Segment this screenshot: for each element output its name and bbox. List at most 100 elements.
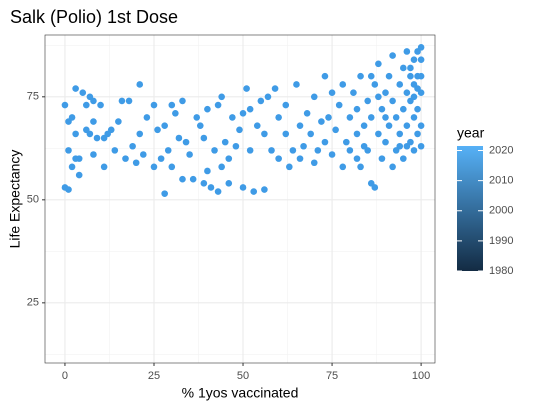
point [403,142,411,150]
point [382,114,389,121]
point [157,155,165,162]
point [90,97,97,105]
colorbar-label: 1980 [489,265,513,277]
point [371,81,379,88]
point [261,186,268,193]
point [357,72,364,80]
point [68,114,76,121]
point [410,114,418,121]
point [229,114,236,121]
point [225,180,233,187]
point [360,142,368,150]
point [303,109,311,117]
point [410,93,418,101]
point [307,130,314,138]
point [200,180,208,187]
point [136,81,144,88]
point [264,93,272,101]
point [389,163,396,171]
point [364,97,371,105]
point [389,97,396,105]
point [72,85,79,92]
point [414,85,421,92]
point [410,56,418,64]
point [293,81,300,88]
point [214,188,222,195]
point [414,130,421,138]
point [61,101,69,109]
point [335,101,343,109]
point [65,147,72,154]
point [115,118,122,125]
point [100,163,108,171]
point [221,138,229,146]
point [371,184,379,191]
point [168,101,176,109]
point [250,188,258,195]
point [300,142,307,150]
point [286,163,293,171]
point [125,97,133,105]
point [261,130,268,138]
point [164,147,172,154]
x-tick-label: 0 [62,370,68,382]
x-tick-label: 100 [412,370,430,382]
point [72,130,79,138]
point [246,147,254,154]
point [182,138,190,146]
point [268,147,275,154]
point [396,81,404,88]
point [236,126,243,134]
point [417,122,425,129]
point [417,56,425,64]
point [360,122,368,129]
point [214,101,222,109]
point [367,72,375,80]
point [310,159,318,167]
point [353,105,361,113]
point [289,147,297,154]
point [204,167,211,175]
point [107,126,115,134]
point [400,105,407,113]
point [275,114,282,121]
point [385,72,393,80]
point [400,64,407,72]
point [392,114,400,121]
y-axis-title: Life Expectancy [7,150,23,249]
point [68,163,76,171]
point [417,142,425,150]
point [175,134,183,142]
point [243,85,250,92]
point [136,130,144,138]
point [196,122,204,129]
point [111,147,119,154]
point [350,89,357,96]
point [353,130,361,138]
point [193,114,201,121]
point [403,89,411,96]
point [97,101,104,109]
point [382,138,389,146]
point [150,163,158,171]
point [275,155,282,162]
colorbar [457,146,483,271]
point [407,72,414,80]
point [282,101,290,109]
point [346,114,354,121]
point [417,72,425,80]
point [253,122,261,129]
point [189,175,197,183]
point [239,184,247,191]
plot-panel [45,35,435,363]
point [90,151,97,158]
point [339,163,347,171]
point [179,175,186,183]
point [407,64,414,72]
point [225,155,233,162]
point [346,147,354,154]
x-tick-label: 50 [237,370,249,382]
point [161,122,168,129]
point [179,97,186,105]
